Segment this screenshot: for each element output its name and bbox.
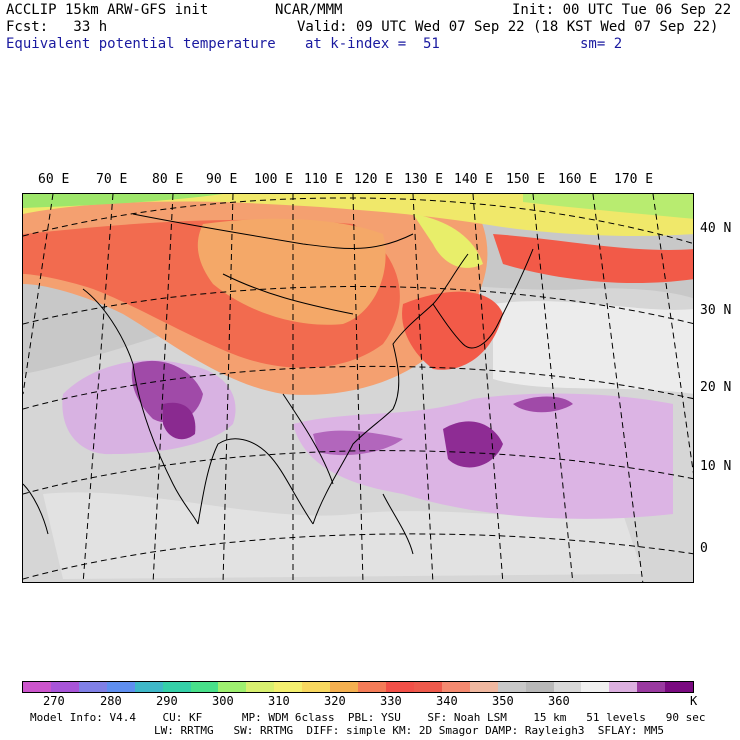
lat-label: 40 N [700,221,732,236]
colorbar-tick: 330 [380,694,402,708]
forecast-hour: Fcst: 33 h [6,19,108,35]
colorbar [22,681,694,693]
lon-label: 90 E [206,172,238,187]
colorbar-tick: 290 [156,694,178,708]
colorbar-swatch [190,682,219,692]
colorbar-swatch [50,682,79,692]
colorbar-swatch [469,682,498,692]
lat-label: 30 N [700,303,732,318]
lon-label: 140 E [454,172,494,187]
colorbar-swatch [134,682,163,692]
colorbar-swatch [358,682,386,692]
colorbar-unit: K [690,694,698,708]
colorbar-swatch [246,682,275,692]
valid-time: Valid: 09 UTC Wed 07 Sep 22 (18 KST Wed … [297,19,719,35]
lat-label: 0 [700,541,708,556]
colorbar-swatch [581,682,610,692]
colorbar-swatch [609,682,638,692]
field-name: Equivalent potential temperature [6,36,276,52]
model-title: ACCLIP 15km ARW-GFS init [6,2,209,18]
colorbar-swatch [162,682,191,692]
colorbar-swatch [274,682,303,692]
center-name: NCAR/MMM [275,2,343,18]
lon-label: 80 E [152,172,184,187]
lon-label: 100 E [254,172,294,187]
colorbar-swatch [23,682,51,692]
colorbar-swatch [106,682,135,692]
colorbar-swatch [497,682,526,692]
colorbar-tick: 360 [548,694,570,708]
lon-label: 170 E [614,172,654,187]
colorbar-swatch [525,682,554,692]
colorbar-tick: 340 [436,694,458,708]
level-index: at k-index = 51 [305,36,440,52]
colorbar-swatch [637,682,666,692]
colorbar-swatch [78,682,107,692]
colorbar-swatch [441,682,470,692]
model-info-line2: LW: RRTMG SW: RRTMG DIFF: simple KM: 2D … [154,724,664,737]
init-time: Init: 00 UTC Tue 06 Sep 22 [512,2,732,18]
colorbar-swatch [385,682,414,692]
colorbar-tick: 350 [492,694,514,708]
colorbar-swatch [330,682,359,692]
lon-label: 110 E [304,172,344,187]
map-panel [22,193,694,583]
theta-e-map [23,194,693,582]
colorbar-swatch [413,682,442,692]
model-info-line1: Model Info: V4.4 CU: KF MP: WDM 6class P… [30,711,706,724]
colorbar-tick: 280 [100,694,122,708]
colorbar-swatch [218,682,247,692]
lat-label: 10 N [700,459,732,474]
lon-label: 120 E [354,172,394,187]
lon-label: 150 E [506,172,546,187]
colorbar-tick: 300 [212,694,234,708]
lat-label: 20 N [700,380,732,395]
lon-label: 70 E [96,172,128,187]
colorbar-swatch [553,682,582,692]
smoothing: sm= 2 [580,36,623,52]
lon-label: 130 E [404,172,444,187]
lon-label: 60 E [38,172,70,187]
colorbar-tick: 310 [268,694,290,708]
colorbar-tick: 320 [324,694,346,708]
lon-label: 160 E [558,172,598,187]
colorbar-swatch [302,682,331,692]
colorbar-swatch [665,682,694,692]
colorbar-tick: 270 [43,694,65,708]
